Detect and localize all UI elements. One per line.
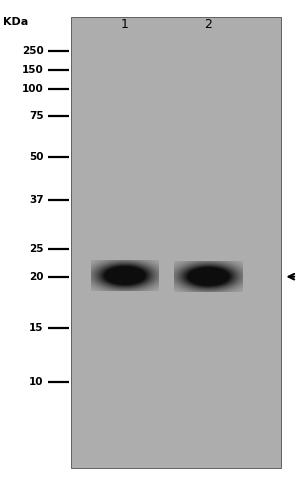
Text: 37: 37	[29, 195, 44, 205]
Text: 15: 15	[29, 323, 44, 333]
Text: 75: 75	[29, 111, 44, 121]
Text: 250: 250	[22, 46, 44, 56]
Text: 100: 100	[22, 84, 44, 94]
Text: KDa: KDa	[3, 17, 28, 27]
Text: 2: 2	[205, 18, 212, 31]
Text: 50: 50	[29, 152, 44, 162]
Bar	[70, 17, 280, 468]
Text: 20: 20	[29, 272, 44, 282]
Text: 150: 150	[22, 65, 44, 75]
Text: 10: 10	[29, 377, 44, 386]
Text: 1: 1	[121, 18, 128, 31]
Text: 25: 25	[29, 244, 44, 254]
